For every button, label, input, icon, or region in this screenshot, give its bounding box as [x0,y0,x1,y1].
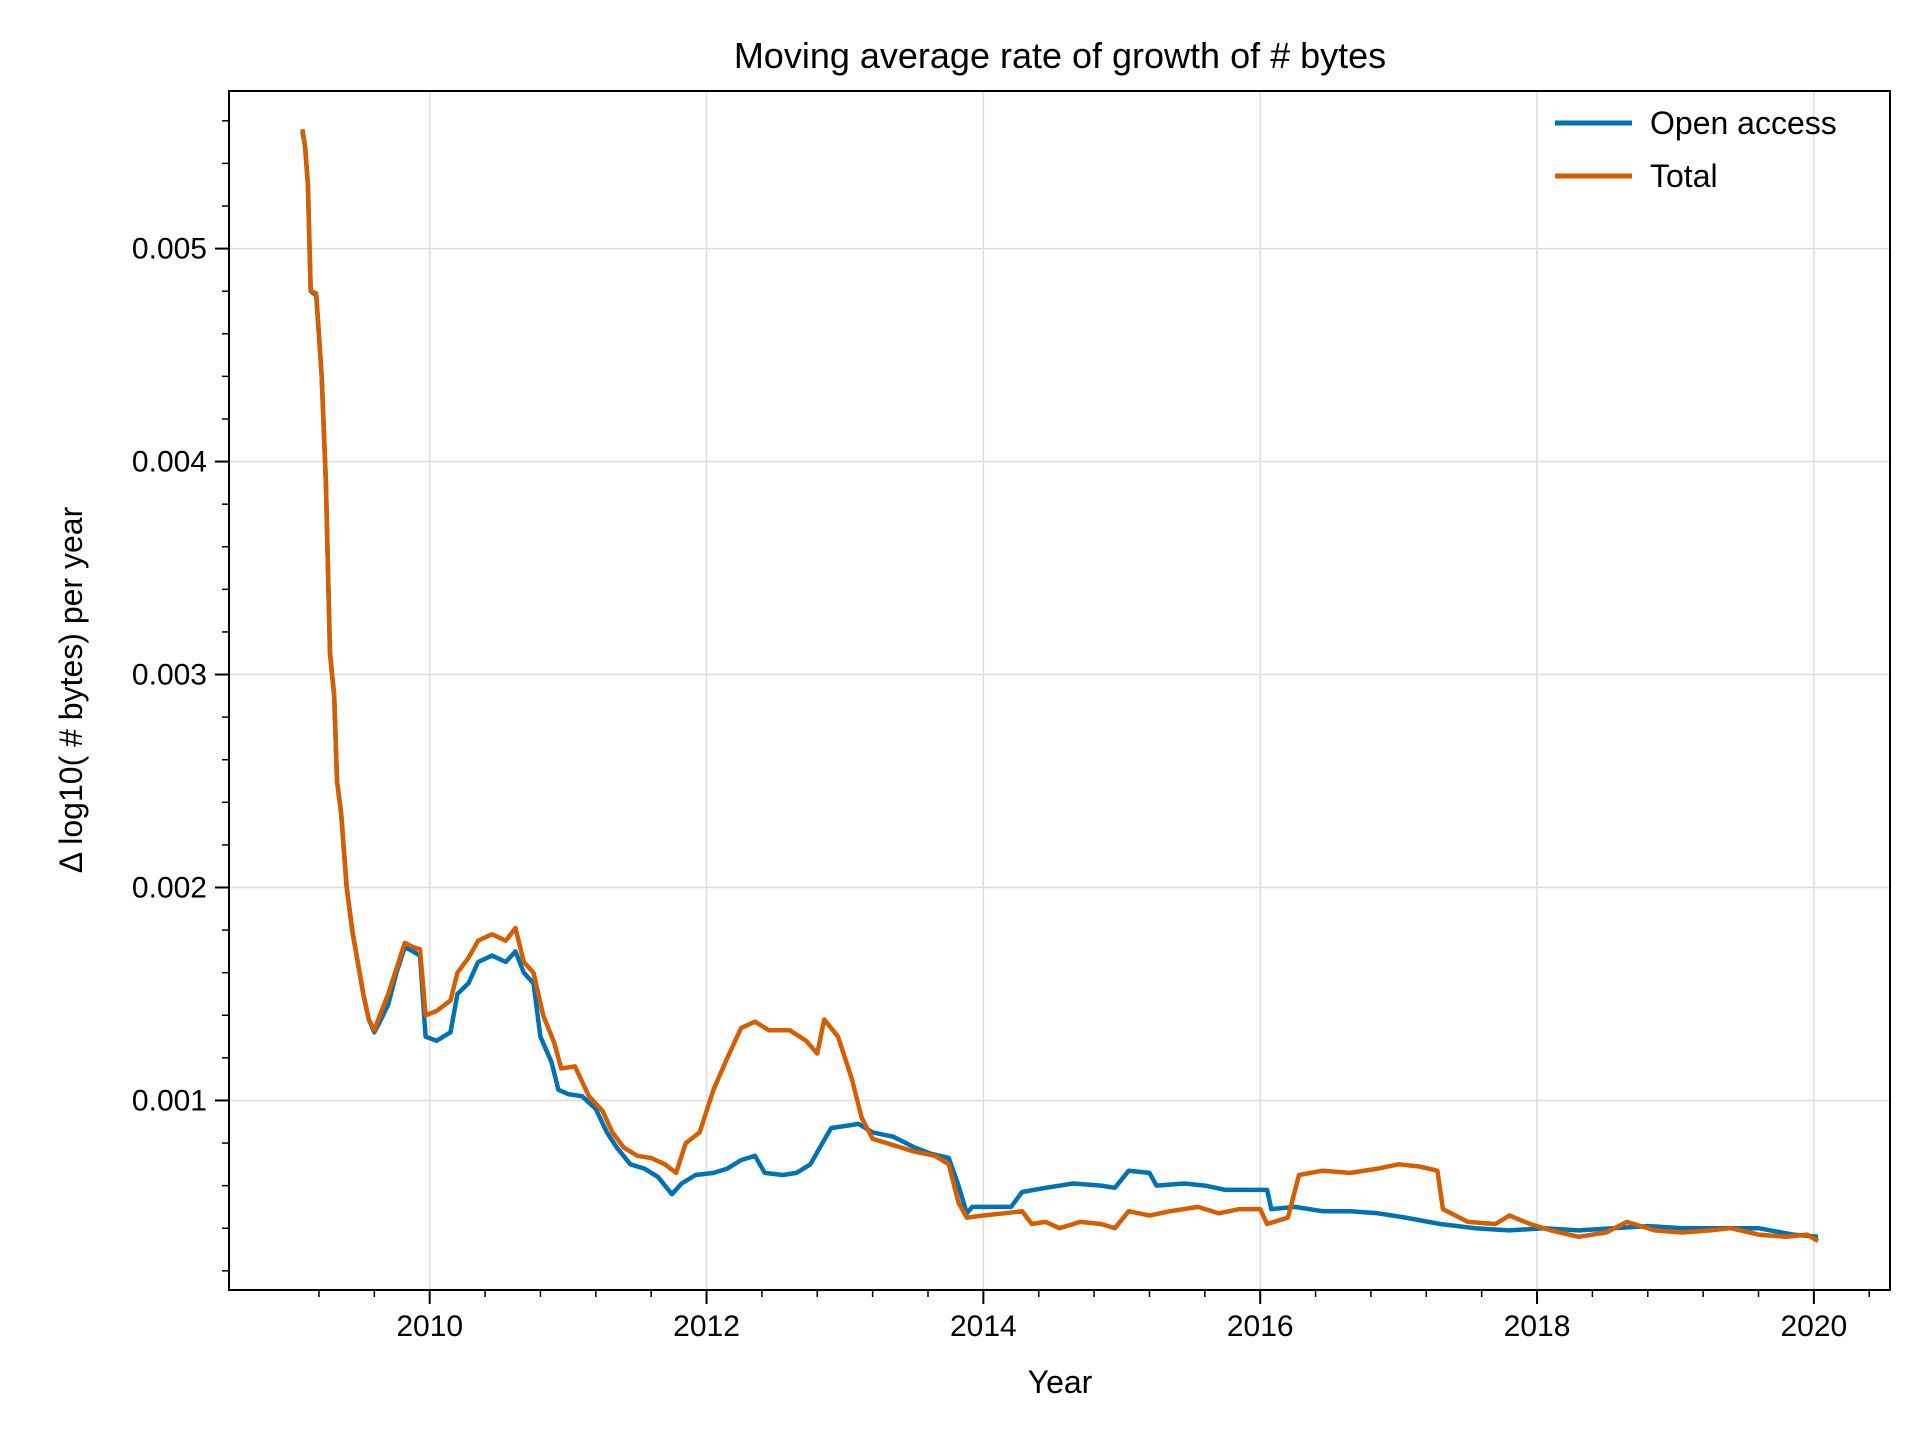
legend-label-open-access: Open access [1650,105,1837,141]
x-tick-label-2020: 2020 [1780,1310,1847,1343]
x-tick-label-2014: 2014 [950,1310,1017,1343]
y-tick-label-0.004: 0.004 [132,446,207,479]
grid-lines [229,91,1890,1290]
x-tick-label-2012: 2012 [673,1310,740,1343]
y-tick-label-0.001: 0.001 [132,1084,207,1117]
series-lines [300,128,1820,1243]
y-axis-label: Δ log10( # bytes) per year [53,506,89,873]
x-tick-label-2010: 2010 [396,1310,463,1343]
series-line-total [300,128,1820,1243]
x-tick-label-2016: 2016 [1227,1310,1294,1343]
y-tick-label-0.005: 0.005 [132,233,207,266]
x-tick-label-2018: 2018 [1504,1310,1571,1343]
chart-title: Moving average rate of growth of # bytes [734,35,1386,76]
axis-ticks: 2010 2012 2014 2016 2018 2020 0.001 0.002 0.003 0… [132,120,1870,1343]
x-axis-label: Year [1028,1364,1093,1400]
y-tick-label-0.003: 0.003 [132,659,207,692]
legend: Open access Total [1555,105,1837,194]
plot-area-frame [228,90,1891,1291]
legend-label-total: Total [1650,158,1718,194]
y-tick-label-0.002: 0.002 [132,871,207,904]
